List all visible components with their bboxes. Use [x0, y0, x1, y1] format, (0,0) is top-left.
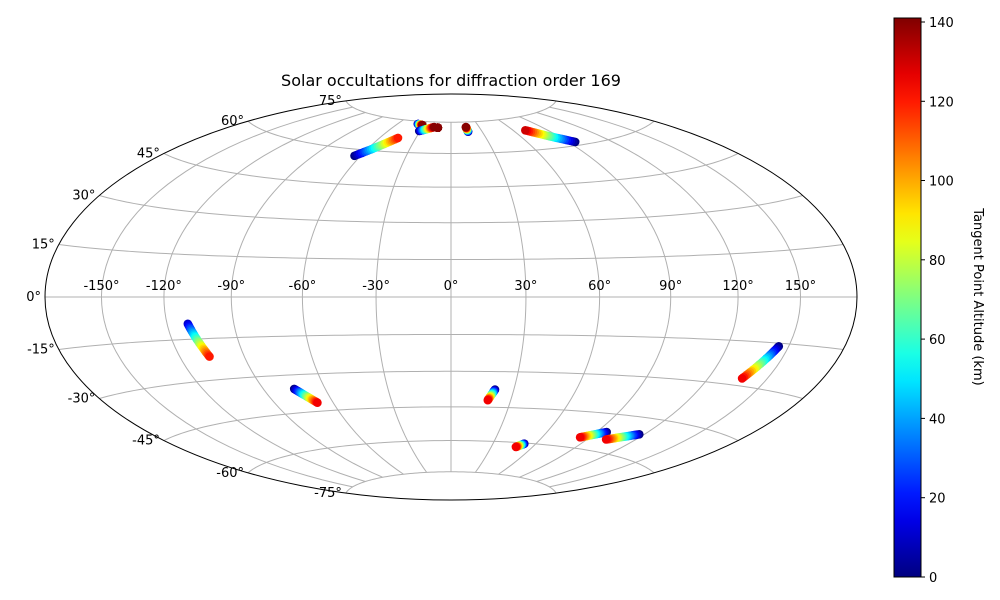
longitude-tick-label: -60° — [289, 279, 317, 294]
map-boundary — [44, 93, 858, 501]
colorbar-tick-label: 100 — [929, 175, 954, 190]
colorbar: 0 20 40 60 80 100 120 140 Tangent Point Altitud… — [893, 16, 985, 586]
colorbar-tick-label: 40 — [929, 412, 946, 427]
parallel-line — [163, 406, 739, 441]
occultation-point — [521, 126, 530, 135]
graticule-grid — [45, 100, 857, 494]
occultation-point — [483, 395, 493, 405]
chart-title: Solar occultations for diffraction order… — [281, 71, 621, 90]
longitude-tick-label: 0° — [444, 279, 459, 294]
occultation-point — [205, 352, 214, 361]
parallel-line — [58, 333, 844, 351]
occultation-point — [393, 133, 403, 143]
parallel-line — [247, 440, 655, 474]
latitude-tick-label: -30° — [68, 392, 96, 407]
parallel-line — [58, 243, 844, 261]
latitude-tick-label: 30° — [72, 189, 95, 204]
colorbar-label: Tangent Point Altitude (km) — [970, 207, 985, 385]
longitude-tick-label: -120° — [146, 279, 182, 294]
latitude-tick-label: 0° — [26, 290, 41, 305]
parallel-line — [163, 153, 739, 188]
occultation-point — [737, 374, 747, 383]
colorbar-gradient — [893, 17, 922, 578]
occultation-points — [183, 119, 784, 452]
longitude-tick-label: 90° — [659, 279, 682, 294]
latitude-tick-label: 15° — [32, 238, 55, 253]
parallel-line — [345, 471, 557, 494]
longitude-tick-label: 30° — [514, 279, 537, 294]
longitude-tick-label: -150° — [83, 279, 119, 294]
occultation-point — [433, 123, 443, 132]
colorbar-ticks: 0 20 40 60 80 100 120 140 — [921, 16, 954, 586]
latitude-tick-label: -15° — [27, 343, 55, 358]
occultation-point — [601, 435, 611, 444]
longitude-tick-label: 120° — [722, 279, 753, 294]
latitude-tick-labels: -75° -60° -45° -30° -15° 0° 15° 30° 45° 60° 75° — [26, 94, 342, 501]
occultation-point — [461, 122, 471, 132]
parallel-line — [99, 195, 803, 224]
longitude-tick-label: -30° — [362, 279, 390, 294]
parallel-line — [99, 370, 803, 399]
longitude-tick-label: 60° — [588, 279, 611, 294]
longitude-tick-label: 150° — [785, 279, 816, 294]
longitude-tick-labels: -150° -120° -90° -60° -30° 0° 30° 60° 90° 120° 150… — [83, 279, 816, 294]
parallel-line — [247, 120, 655, 154]
latitude-tick-label: 60° — [221, 114, 244, 129]
occultation-point — [511, 442, 521, 452]
parallel-line — [345, 100, 557, 123]
colorbar-tick-label: 60 — [929, 333, 946, 348]
colorbar-tick-label: 120 — [929, 95, 954, 110]
occultation-point — [313, 398, 322, 408]
latitude-tick-label: 45° — [137, 147, 160, 162]
colorbar-tick-label: 20 — [929, 492, 946, 507]
latitude-tick-label: -75° — [314, 486, 342, 501]
longitude-tick-label: -90° — [217, 279, 245, 294]
latitude-tick-label: -60° — [216, 466, 244, 481]
latitude-tick-label: 75° — [319, 94, 342, 109]
colorbar-tick-label: 0 — [929, 571, 937, 586]
colorbar-tick-label: 140 — [929, 16, 954, 31]
colorbar-tick-label: 80 — [929, 254, 946, 269]
latitude-tick-label: -45° — [132, 434, 160, 449]
occultation-point — [575, 433, 585, 442]
